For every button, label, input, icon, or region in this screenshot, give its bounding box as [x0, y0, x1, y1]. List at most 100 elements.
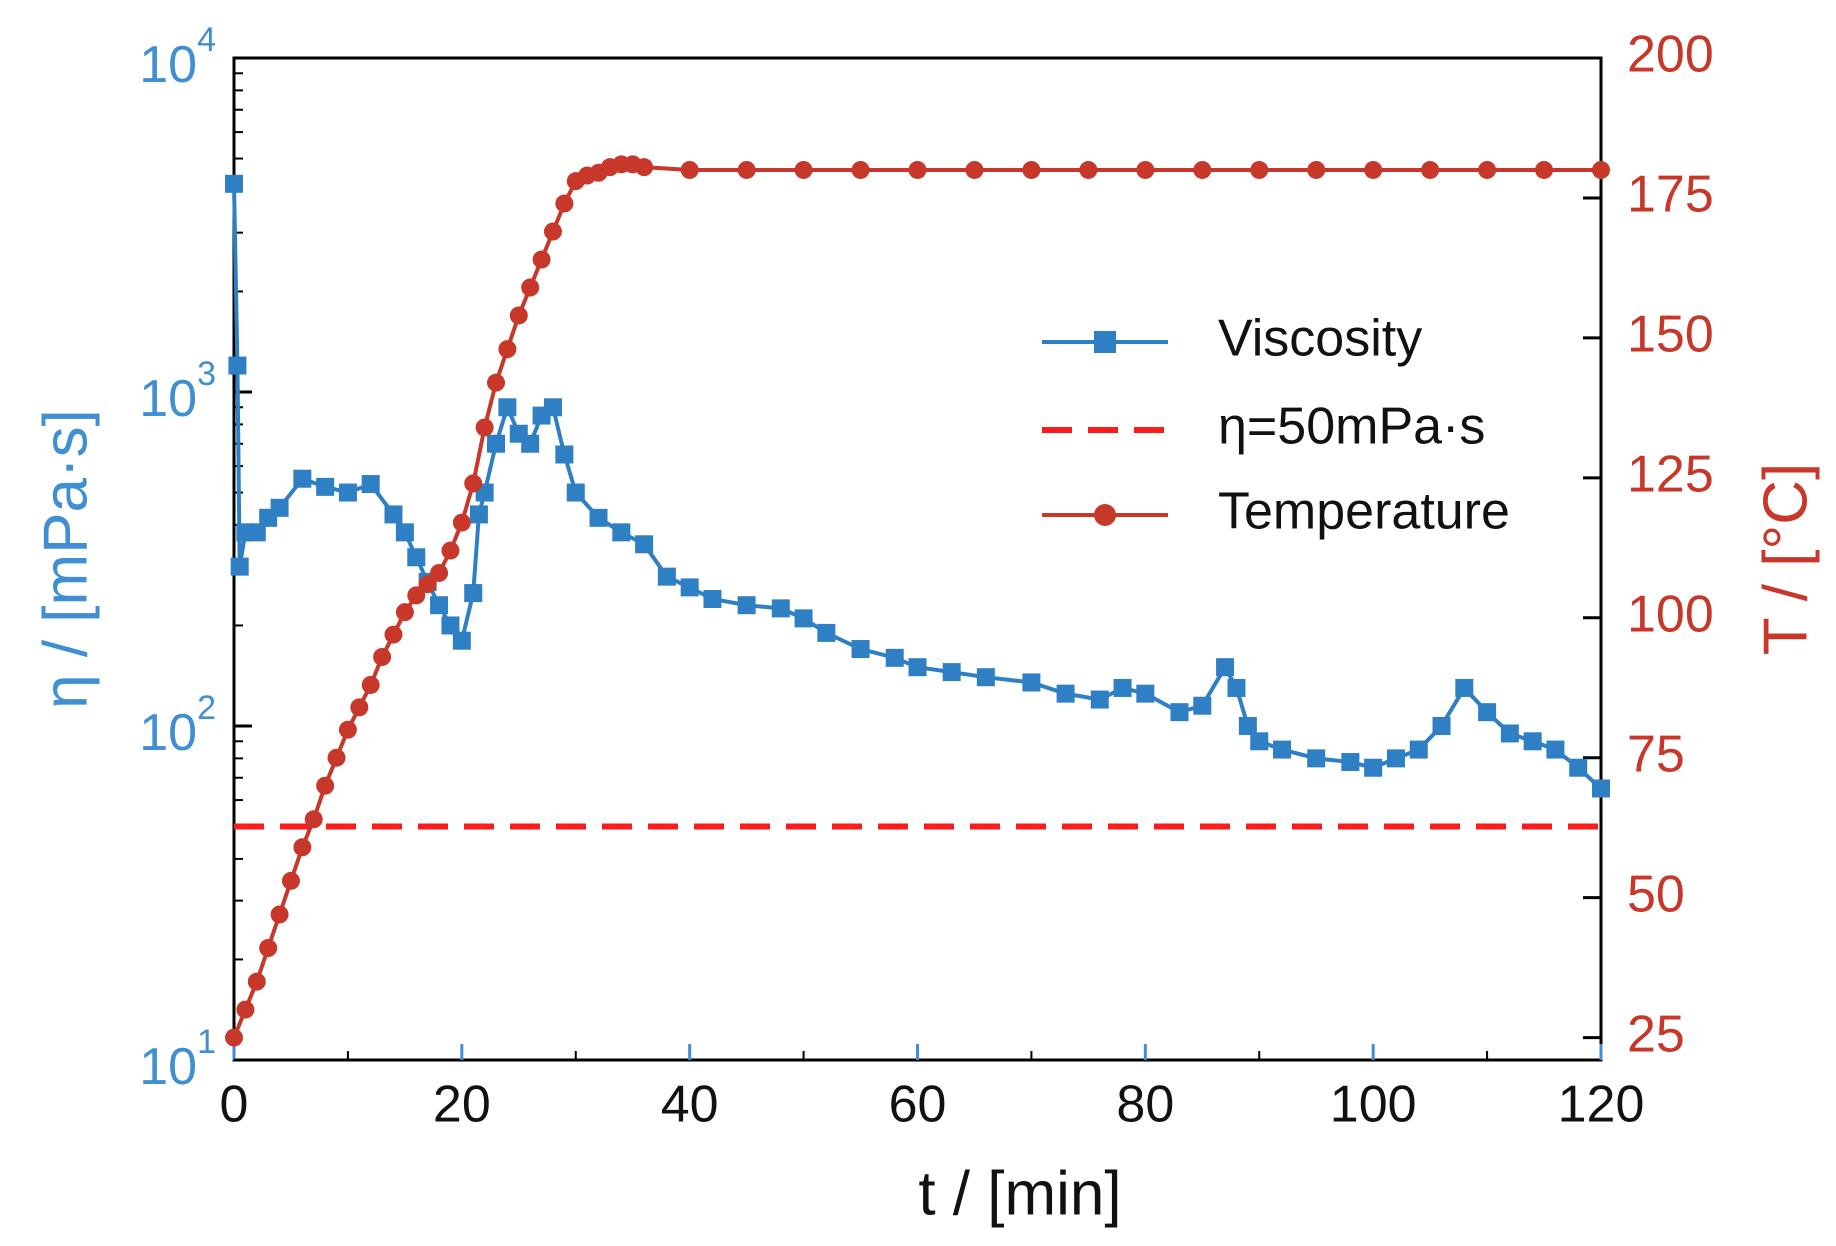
temperature-marker [635, 158, 654, 177]
temperature-marker [452, 513, 471, 532]
temperature-marker [737, 160, 756, 179]
temperature-marker [395, 603, 414, 622]
y-tick-label: 102 [139, 689, 216, 762]
viscosity-marker [1523, 732, 1542, 751]
viscosity-marker [885, 648, 904, 667]
viscosity-marker [543, 398, 562, 417]
temperature-marker [259, 939, 278, 958]
viscosity-marker [566, 483, 585, 502]
viscosity-marker [464, 584, 483, 603]
viscosity-marker [589, 508, 608, 527]
temperature-marker [236, 1000, 255, 1019]
temperature-marker [1592, 160, 1610, 179]
viscosity-marker [1193, 696, 1212, 715]
temperature-marker [418, 575, 437, 594]
viscosity-marker [1569, 758, 1588, 777]
temperature-marker [1022, 160, 1041, 179]
y-tick-exponent: 4 [197, 21, 216, 59]
viscosity-marker [817, 623, 836, 642]
y2-tick-label: 25 [1627, 1005, 1685, 1063]
x-tick-label: 20 [433, 1076, 491, 1134]
temperature-marker [1079, 160, 1098, 179]
viscosity-marker [1170, 703, 1189, 722]
temperature-marker [1250, 160, 1269, 179]
temperature-marker [361, 675, 380, 694]
viscosity-marker [1592, 779, 1610, 798]
y-tick-exponent: 2 [197, 689, 216, 727]
viscosity-marker [1500, 724, 1519, 743]
temperature-marker [270, 905, 289, 924]
y2-tick-label: 125 [1627, 446, 1714, 504]
viscosity-marker [703, 590, 722, 609]
y-tick-label: 101 [139, 1023, 216, 1096]
temperature-marker [225, 1028, 243, 1047]
viscosity-marker [1307, 749, 1326, 768]
viscosity-marker [293, 469, 312, 488]
temperature-marker [1307, 160, 1326, 179]
viscosity-marker [657, 567, 676, 586]
legend-label: η=50mPa·s [1218, 398, 1485, 456]
legend-marker [1094, 504, 1116, 526]
viscosity-marker [487, 434, 506, 453]
viscosity-marker [1364, 758, 1383, 777]
plot-frame [232, 56, 1603, 1062]
viscosity-marker [1136, 684, 1155, 703]
temperature-marker [851, 160, 870, 179]
x-tick-label: 120 [1558, 1076, 1645, 1134]
viscosity-marker [1546, 740, 1565, 759]
temperature-marker [487, 373, 506, 392]
temperature-marker [464, 474, 483, 493]
viscosity-marker [794, 609, 813, 628]
temperature-marker [316, 776, 335, 795]
viscosity-marker [737, 596, 756, 615]
temperature-marker [509, 306, 528, 325]
temperature-marker [327, 748, 346, 767]
temperature-marker [1364, 160, 1383, 179]
legend-label: Viscosity [1218, 310, 1422, 368]
y-tick-label: 104 [139, 21, 216, 94]
viscosity-marker [407, 548, 426, 567]
viscosity-marker [851, 640, 870, 659]
viscosity-marker [1056, 684, 1075, 703]
temperature-marker [1478, 160, 1497, 179]
y-tick-label: 103 [139, 355, 216, 428]
y2-tick-label: 175 [1627, 166, 1714, 224]
viscosity-marker [680, 578, 699, 597]
viscosity-marker [976, 668, 995, 687]
y-tick-exponent: 3 [197, 355, 216, 393]
legend-marker [1094, 331, 1116, 353]
viscosity-marker [635, 535, 654, 554]
y2-tick-label: 100 [1627, 586, 1714, 644]
x-tick-label: 100 [1330, 1076, 1417, 1134]
viscosity-marker [338, 483, 357, 502]
temperature-marker [475, 418, 494, 437]
temperature-marker [1193, 160, 1212, 179]
y-tick-base: 10 [139, 370, 197, 428]
viscosity-marker [469, 505, 488, 524]
viscosity-marker [942, 663, 961, 682]
y-tick-base: 10 [139, 36, 197, 94]
temperature-marker [1136, 160, 1155, 179]
viscosity-marker [247, 523, 266, 542]
viscosity-marker [1478, 703, 1497, 722]
temperature-marker [384, 625, 403, 644]
temperature-marker [555, 194, 574, 213]
y2-tick-label: 75 [1627, 725, 1685, 783]
viscosity-marker [361, 475, 380, 494]
viscosity-marker [384, 505, 403, 524]
temperature-marker [965, 160, 984, 179]
viscosity-marker [521, 434, 540, 453]
y2-tick-label: 200 [1627, 26, 1714, 84]
temperature-marker [532, 250, 551, 269]
viscosity-marker [430, 596, 449, 615]
temperature-marker [543, 222, 562, 241]
viscosity-marker [230, 557, 249, 576]
x-tick-label: 80 [1116, 1076, 1174, 1134]
temperature-marker [1421, 160, 1440, 179]
viscosity-marker [441, 616, 460, 635]
temperature-marker [794, 160, 813, 179]
viscosity-marker [1022, 673, 1041, 692]
temperature-marker [350, 698, 369, 717]
temperature-marker [247, 972, 266, 991]
